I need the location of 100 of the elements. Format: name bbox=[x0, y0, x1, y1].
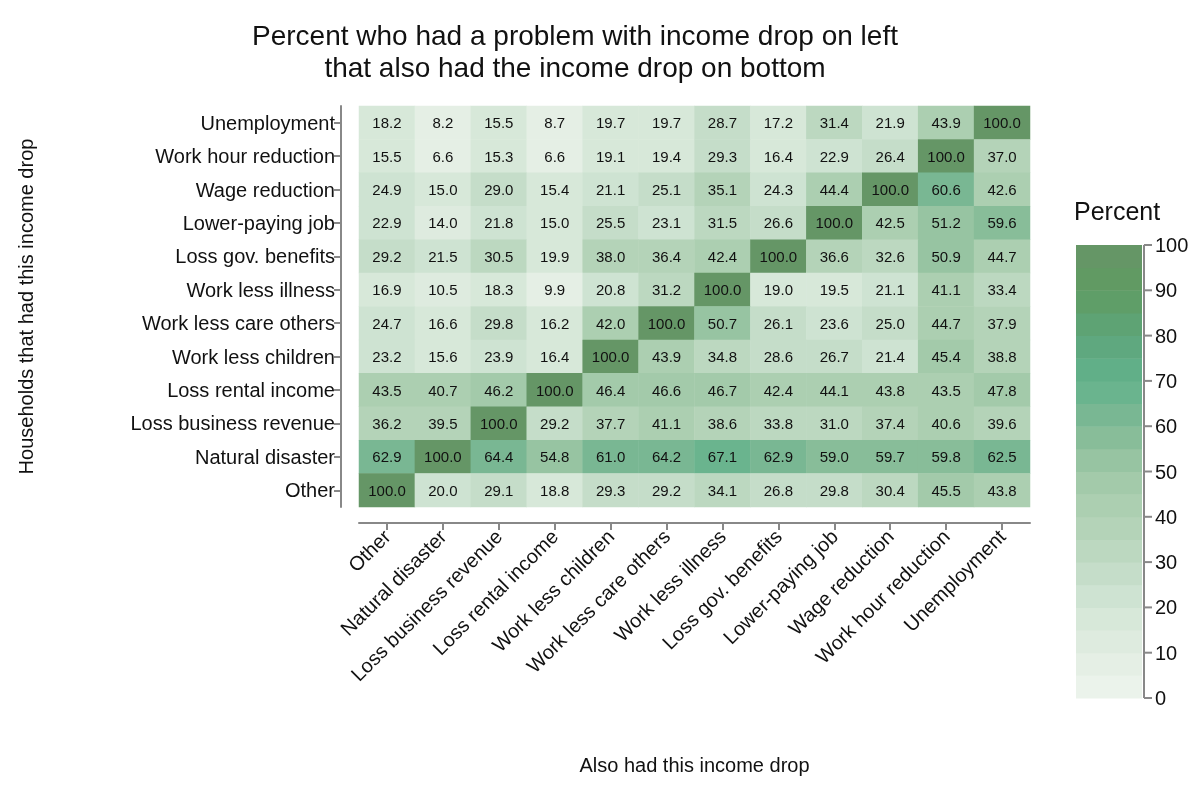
data-label: 29.2 bbox=[651, 481, 682, 499]
data-label: 62.9 bbox=[372, 448, 402, 466]
data-label: 64.2 bbox=[651, 448, 682, 466]
data-label: 29.8 bbox=[484, 314, 514, 332]
data-label: 44.7 bbox=[931, 314, 961, 332]
data-label: 29.2 bbox=[540, 414, 570, 432]
y-tick-label: Work less illness bbox=[186, 278, 335, 301]
color-bar-label: 80 bbox=[1155, 324, 1178, 347]
data-label: 22.9 bbox=[819, 147, 849, 165]
data-label: 18.8 bbox=[540, 481, 570, 499]
data-label: 45.4 bbox=[931, 348, 961, 366]
x-axis-title: Also had this income drop bbox=[579, 754, 810, 776]
data-label: 29.8 bbox=[819, 481, 849, 499]
data-label: 39.6 bbox=[987, 414, 1017, 432]
data-label: 31.4 bbox=[819, 114, 849, 132]
data-label: 31.5 bbox=[707, 214, 738, 232]
data-label: 33.4 bbox=[987, 281, 1017, 299]
y-tick-label: Other bbox=[284, 479, 336, 502]
data-label: 50.7 bbox=[707, 314, 738, 332]
data-label: 20.8 bbox=[596, 281, 626, 299]
color-bar-label: 30 bbox=[1155, 551, 1178, 574]
data-label: 19.7 bbox=[596, 114, 626, 132]
data-label: 100.0 bbox=[871, 181, 909, 199]
data-label: 22.9 bbox=[372, 214, 402, 232]
data-label: 37.7 bbox=[596, 414, 626, 432]
data-label: 40.6 bbox=[931, 414, 961, 432]
data-label: 64.4 bbox=[484, 448, 514, 466]
data-label: 29.0 bbox=[484, 181, 514, 199]
data-label: 54.8 bbox=[540, 448, 570, 466]
data-label: 34.1 bbox=[707, 481, 738, 499]
data-label: 21.1 bbox=[875, 281, 905, 299]
data-label: 36.4 bbox=[651, 247, 682, 265]
data-label: 46.2 bbox=[484, 381, 514, 399]
data-label: 100.0 bbox=[591, 348, 630, 366]
color-bar-label: 100 bbox=[1155, 234, 1189, 256]
data-label: 10.5 bbox=[428, 281, 458, 299]
data-label: 6.6 bbox=[432, 147, 454, 165]
data-label: 100.0 bbox=[815, 214, 854, 232]
data-label: 29.3 bbox=[596, 481, 626, 499]
data-label: 100.0 bbox=[759, 247, 798, 265]
data-label: 43.8 bbox=[987, 481, 1017, 499]
data-label: 28.7 bbox=[707, 114, 738, 132]
data-label: 26.1 bbox=[763, 314, 793, 332]
data-label: 46.7 bbox=[707, 381, 738, 399]
data-label: 20.0 bbox=[428, 481, 458, 499]
data-label: 43.8 bbox=[875, 381, 905, 399]
data-label: 43.5 bbox=[372, 381, 402, 399]
data-label: 33.8 bbox=[763, 414, 793, 432]
data-label: 8.7 bbox=[544, 114, 566, 132]
y-axis-title: Households that had this income drop bbox=[15, 138, 37, 475]
data-label: 25.5 bbox=[596, 214, 626, 232]
data-label: 25.0 bbox=[875, 314, 905, 332]
data-label: 47.8 bbox=[987, 381, 1017, 399]
data-label: 100.0 bbox=[535, 381, 574, 399]
data-label: 14.0 bbox=[428, 214, 458, 232]
data-label: 18.2 bbox=[372, 114, 402, 132]
y-tick-label: Natural disaster bbox=[194, 445, 336, 468]
data-label: 37.0 bbox=[987, 147, 1017, 165]
data-label: 21.1 bbox=[596, 181, 626, 199]
data-label: 67.1 bbox=[707, 448, 738, 466]
color-bar-label: 20 bbox=[1155, 596, 1178, 619]
data-label: 37.9 bbox=[987, 314, 1017, 332]
data-label: 100.0 bbox=[424, 448, 462, 466]
color-bar-label: 40 bbox=[1155, 505, 1178, 528]
data-label: 59.8 bbox=[931, 448, 961, 466]
data-label: 46.4 bbox=[596, 381, 626, 399]
data-label: 100.0 bbox=[368, 481, 406, 499]
y-tick-label: Work less children bbox=[171, 345, 335, 368]
data-label: 28.6 bbox=[763, 348, 793, 366]
color-bar-title: Percent bbox=[1074, 197, 1161, 225]
data-label: 16.9 bbox=[372, 281, 402, 299]
color-bar-label: 90 bbox=[1155, 279, 1178, 302]
data-label: 46.6 bbox=[651, 381, 682, 399]
data-label: 42.6 bbox=[987, 181, 1017, 199]
data-label: 100.0 bbox=[703, 281, 742, 299]
data-label: 24.7 bbox=[372, 314, 402, 332]
data-label: 51.2 bbox=[931, 214, 961, 232]
data-label: 43.9 bbox=[651, 348, 682, 366]
data-label: 21.4 bbox=[875, 348, 905, 366]
data-label: 23.9 bbox=[484, 348, 514, 366]
data-label: 35.1 bbox=[707, 181, 738, 199]
data-label: 15.3 bbox=[484, 147, 514, 165]
data-label: 43.9 bbox=[931, 114, 961, 132]
data-label: 19.5 bbox=[819, 281, 849, 299]
data-label: 41.1 bbox=[651, 414, 682, 432]
data-label: 62.5 bbox=[987, 448, 1017, 466]
data-label: 37.4 bbox=[875, 414, 905, 432]
data-label: 26.7 bbox=[819, 348, 849, 366]
data-label: 15.5 bbox=[484, 114, 514, 132]
data-label: 25.1 bbox=[651, 181, 682, 199]
data-label: 15.4 bbox=[540, 181, 570, 199]
data-label: 44.4 bbox=[819, 181, 849, 199]
data-label: 24.9 bbox=[372, 181, 402, 199]
data-label: 32.6 bbox=[875, 247, 905, 265]
data-label: 38.6 bbox=[707, 414, 738, 432]
data-label: 60.6 bbox=[931, 181, 961, 199]
data-label: 43.5 bbox=[931, 381, 961, 399]
data-label: 19.9 bbox=[540, 247, 570, 265]
data-label: 31.2 bbox=[651, 281, 682, 299]
data-label: 26.6 bbox=[763, 214, 793, 232]
